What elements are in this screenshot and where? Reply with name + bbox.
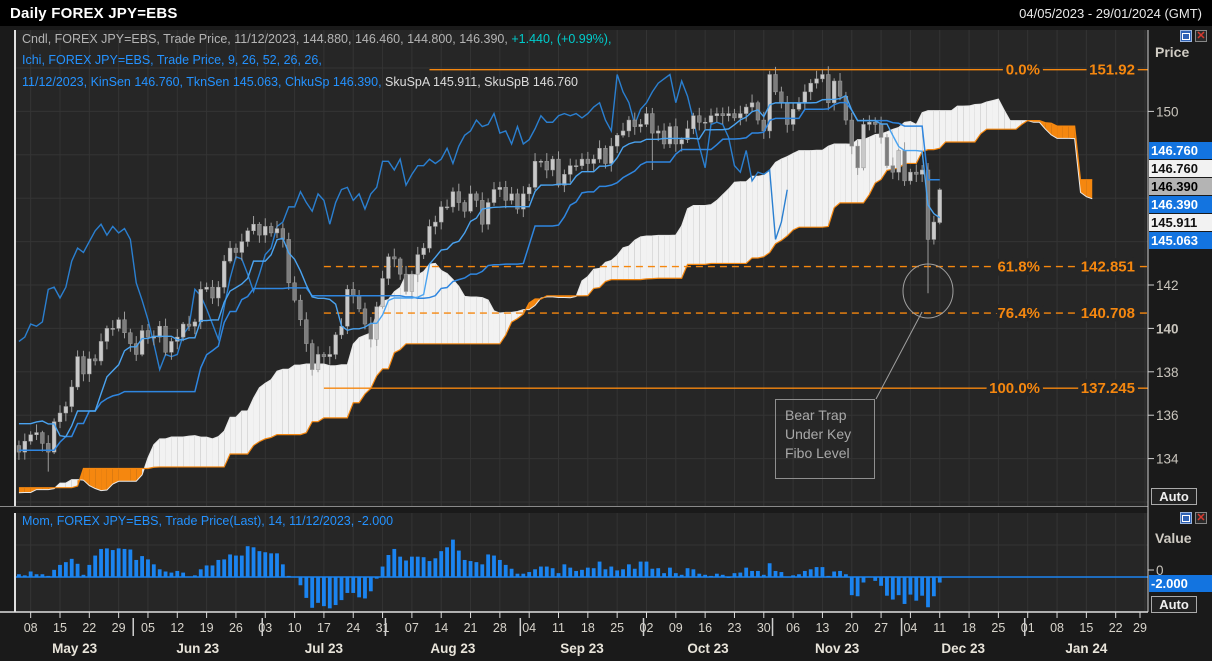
price-tick-label: 134 — [1156, 452, 1179, 467]
chart-area: 0.0% 151.92 61.8% 142.851 76.4% 140.708 100.0%… — [0, 26, 1212, 661]
month-label: Jul 23 — [305, 641, 344, 656]
date-tick-label: 18 — [581, 621, 595, 635]
price-level-label: 146.760 — [1149, 142, 1212, 159]
price-tick-label: 150 — [1156, 104, 1179, 119]
date-tick-label: 08 — [24, 621, 38, 635]
date-tick-label: 11 — [552, 621, 565, 635]
date-tick-label: 19 — [200, 621, 214, 635]
date-tick-label: 25 — [991, 621, 1005, 635]
restore-window-icon[interactable] — [1180, 512, 1192, 524]
date-tick-label: 03 — [258, 621, 272, 635]
date-tick-label: 04 — [903, 621, 917, 635]
annotation-line: Bear Trap — [785, 407, 847, 423]
fib-level-label: 0.0% — [1006, 62, 1040, 79]
date-tick-label: 13 — [815, 621, 829, 635]
month-label: May 23 — [52, 641, 98, 656]
date-tick-label: 28 — [493, 621, 507, 635]
price-level-label: 146.760 — [1149, 160, 1212, 177]
month-label: Dec 23 — [941, 641, 985, 656]
price-level-label: 146.390 — [1149, 196, 1212, 213]
date-tick-label: 16 — [698, 621, 712, 635]
close-icon[interactable]: ✕ — [1195, 512, 1207, 524]
price-level-label: 145.063 — [1149, 232, 1212, 249]
close-icon[interactable]: ✕ — [1195, 30, 1207, 42]
date-tick-label: 04 — [522, 621, 536, 635]
month-label: Nov 23 — [815, 641, 860, 656]
date-tick-label: 15 — [1079, 621, 1093, 635]
restore-window-icon[interactable] — [1180, 30, 1192, 42]
date-tick-label: 17 — [317, 621, 331, 635]
date-tick-label: 15 — [53, 621, 67, 635]
date-tick-label: 27 — [874, 621, 888, 635]
month-label: Jan 24 — [1065, 641, 1108, 656]
date-tick-label: 22 — [82, 621, 96, 635]
month-label: Jun 23 — [176, 641, 219, 656]
date-tick-label: 20 — [845, 621, 859, 635]
date-tick-label: 06 — [786, 621, 800, 635]
month-label: Aug 23 — [430, 641, 476, 656]
date-tick-label: 30 — [757, 621, 771, 635]
momentum-panel-window-controls: ✕ — [1180, 512, 1207, 524]
date-tick-label: 22 — [1109, 621, 1123, 635]
date-tick-label: 11 — [933, 621, 946, 635]
date-tick-label: 07 — [405, 621, 419, 635]
date-tick-label: 29 — [1133, 621, 1147, 635]
date-tick-label: 29 — [112, 621, 126, 635]
annotation-line: Fibo Level — [785, 445, 850, 461]
date-tick-label: 21 — [464, 621, 478, 635]
fib-price-label: 151.92 — [1089, 62, 1135, 79]
date-tick-label: 23 — [728, 621, 742, 635]
date-tick-label: 08 — [1050, 621, 1064, 635]
price-tick-label: 140 — [1156, 321, 1179, 336]
bear-trap-circle — [902, 263, 954, 319]
date-tick-label: 31 — [376, 621, 390, 635]
momentum-value-label: -2.000 — [1149, 575, 1212, 592]
month-label: Sep 23 — [560, 641, 604, 656]
date-tick-label: 09 — [669, 621, 683, 635]
date-tick-label: 10 — [288, 621, 302, 635]
price-axis-auto-button[interactable]: Auto — [1151, 488, 1197, 505]
date-tick-label: 05 — [141, 621, 155, 635]
date-tick-label: 14 — [434, 621, 448, 635]
fib-level-label: 76.4% — [997, 305, 1040, 322]
date-tick-label: 02 — [640, 621, 654, 635]
date-tick-label: 12 — [170, 621, 184, 635]
date-tick-label: 01 — [1021, 621, 1035, 635]
price-tick-label: 138 — [1156, 365, 1179, 380]
price-axis-title: Price — [1155, 44, 1190, 60]
date-tick-label: 26 — [229, 621, 243, 635]
main-panel-window-controls: ✕ — [1180, 30, 1207, 42]
fib-price-label: 140.708 — [1081, 305, 1135, 322]
bear-trap-annotation: Bear Trap Under Key Fibo Level — [775, 399, 875, 479]
annotation-line: Under Key — [785, 426, 852, 442]
date-tick-label: 24 — [346, 621, 360, 635]
price-level-label: 146.390 — [1149, 178, 1212, 195]
price-chart-canvas[interactable]: 0.0% 151.92 61.8% 142.851 76.4% 140.708 100.0%… — [0, 26, 1212, 661]
value-tick-label: 0 — [1156, 563, 1164, 578]
fib-price-label: 137.245 — [1081, 380, 1135, 397]
date-range-label: 04/05/2023 - 29/01/2024 (GMT) — [1019, 5, 1202, 21]
price-tick-label: 142 — [1156, 278, 1179, 293]
date-tick-label: 18 — [962, 621, 976, 635]
value-axis-title: Value — [1155, 530, 1192, 546]
fib-price-label: 142.851 — [1081, 259, 1135, 276]
fib-level-label: 61.8% — [997, 259, 1040, 276]
price-level-label: 145.911 — [1149, 214, 1212, 231]
price-tick-label: 136 — [1156, 408, 1179, 423]
value-axis-auto-button[interactable]: Auto — [1151, 596, 1197, 613]
month-label: Oct 23 — [687, 641, 729, 656]
title-bar: Daily FOREX JPY=EBS 04/05/2023 - 29/01/2… — [0, 0, 1212, 26]
page-title: Daily FOREX JPY=EBS — [10, 4, 178, 22]
fib-level-label: 100.0% — [989, 380, 1040, 397]
date-tick-label: 25 — [610, 621, 624, 635]
